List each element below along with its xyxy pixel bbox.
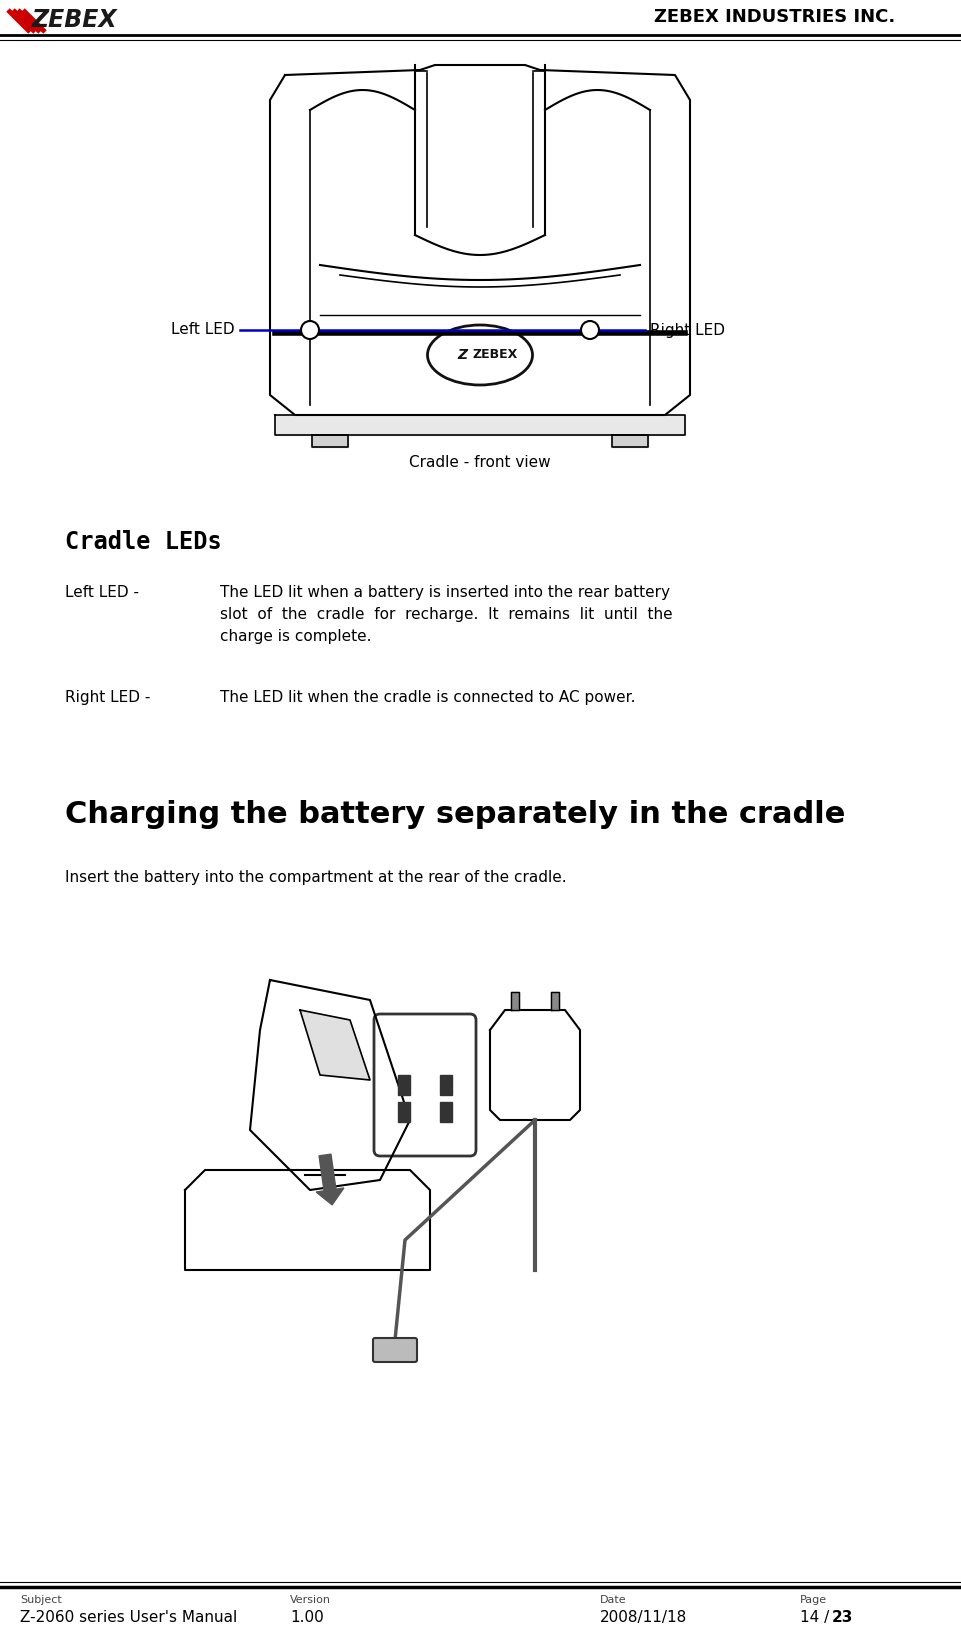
Polygon shape (440, 1102, 452, 1123)
Text: 23: 23 (832, 1611, 853, 1625)
FancyBboxPatch shape (373, 1338, 417, 1363)
Text: Left LED: Left LED (171, 323, 235, 338)
Polygon shape (398, 1102, 410, 1123)
Circle shape (301, 322, 319, 339)
FancyBboxPatch shape (374, 1013, 476, 1155)
Text: Insert the battery into the compartment at the rear of the cradle.: Insert the battery into the compartment … (65, 870, 567, 885)
Text: The LED lit when a battery is inserted into the rear battery: The LED lit when a battery is inserted i… (220, 584, 670, 601)
Polygon shape (185, 1170, 430, 1270)
Text: slot  of  the  cradle  for  recharge.  It  remains  lit  until  the: slot of the cradle for recharge. It rema… (220, 607, 673, 622)
Text: ZEBEX: ZEBEX (473, 349, 518, 362)
Text: Z: Z (457, 348, 467, 362)
Text: Left LED -: Left LED - (65, 584, 139, 601)
Text: ZEBEX: ZEBEX (32, 8, 117, 33)
Polygon shape (270, 65, 690, 415)
Text: Right LED -: Right LED - (65, 690, 150, 705)
Text: Subject: Subject (20, 1594, 62, 1604)
Text: Cradle LEDs: Cradle LEDs (65, 530, 222, 553)
Polygon shape (398, 1075, 410, 1095)
Text: Version: Version (290, 1594, 331, 1604)
Text: 2008/11/18: 2008/11/18 (600, 1611, 687, 1625)
Text: The LED lit when the cradle is connected to AC power.: The LED lit when the cradle is connected… (220, 690, 635, 705)
Text: Cradle - front view: Cradle - front view (409, 455, 551, 470)
Text: Charging the battery separately in the cradle: Charging the battery separately in the c… (65, 800, 846, 829)
Polygon shape (312, 436, 348, 447)
Text: 1.00: 1.00 (290, 1611, 324, 1625)
Text: Page: Page (800, 1594, 827, 1604)
Text: Date: Date (600, 1594, 627, 1604)
Polygon shape (612, 436, 648, 447)
Polygon shape (551, 992, 559, 1010)
Polygon shape (300, 1010, 370, 1080)
Polygon shape (275, 415, 685, 436)
Polygon shape (490, 1010, 580, 1120)
Text: Right LED: Right LED (650, 323, 725, 338)
Text: Z-2060 series User's Manual: Z-2060 series User's Manual (20, 1611, 237, 1625)
Polygon shape (511, 992, 519, 1010)
Text: 14 /: 14 / (800, 1611, 834, 1625)
FancyArrow shape (316, 1154, 344, 1204)
Text: charge is complete.: charge is complete. (220, 628, 372, 645)
Circle shape (581, 322, 599, 339)
Polygon shape (440, 1075, 452, 1095)
Polygon shape (250, 979, 410, 1190)
Ellipse shape (428, 325, 532, 385)
Text: ZEBEX INDUSTRIES INC.: ZEBEX INDUSTRIES INC. (653, 8, 895, 26)
